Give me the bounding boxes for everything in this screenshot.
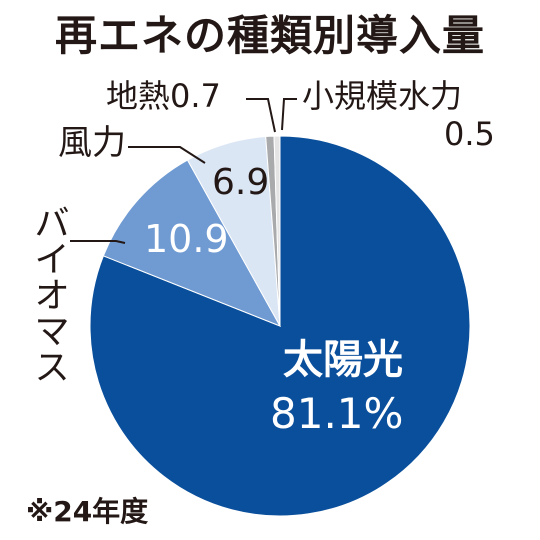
slice-label-small-hydro: 小規模水力 <box>302 77 463 115</box>
footnote: ※24年度 <box>26 495 149 528</box>
leader-line-small-hydro <box>281 98 297 131</box>
slice-label-solar: 太陽光 <box>283 337 403 383</box>
geothermal-value: 0.7 <box>170 77 221 115</box>
slice-label-geothermal: 地熱0.7 <box>106 80 221 112</box>
slice-value-small-hydro: 0.5 <box>444 115 495 153</box>
pie-slice-小規模水力 <box>273 135 281 327</box>
leader-line-geothermal <box>246 98 276 133</box>
leader-line-biomass <box>70 240 126 244</box>
slice-value-solar: 81.1% <box>270 389 404 438</box>
slice-label-biomass: バイオマス <box>28 204 69 384</box>
pie-slice-バイオマス <box>102 159 282 327</box>
slice-value-wind: 6.9 <box>212 162 270 203</box>
geothermal-name: 地熱 <box>106 77 171 115</box>
chart-title: 再エネの種類別導入量 <box>54 11 485 60</box>
leader-line-wind <box>128 146 206 164</box>
slice-label-wind: 風力 <box>58 123 126 163</box>
slice-value-biomass: 10.9 <box>144 217 229 261</box>
